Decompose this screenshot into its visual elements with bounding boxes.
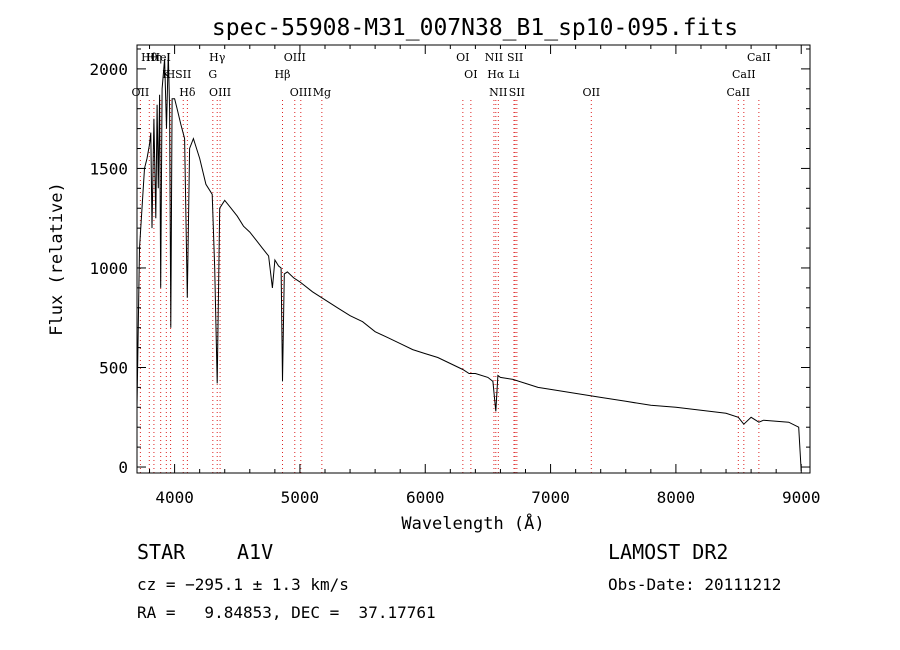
spectrum-series-line (136, 52, 802, 472)
redshift-velocity: cz = −295.1 ± 1.3 km/s (137, 575, 349, 594)
line-marker-label: SII (507, 51, 523, 64)
line-marker-label: NII (485, 51, 503, 64)
line-marker-label: SII (175, 68, 191, 81)
line-marker-label: SII (509, 86, 525, 99)
line-marker-label: Hθ (141, 51, 158, 64)
line-marker-label: Hγ (209, 51, 226, 64)
line-markers: Hθ K Hδ HeI SII OII Hη H OIII Hγ G OIII OIII Hβ Mg OI OI… (132, 51, 771, 473)
y-axis-label: Flux (relative) (47, 182, 67, 336)
line-marker-label: CaII (732, 68, 756, 81)
x-axis-label: Wavelength (Å) (401, 512, 544, 534)
sky-coordinates: RA = 9.84853, DEC = 37.17761 (137, 603, 436, 622)
line-marker-label: H (166, 68, 176, 81)
spectral-subclass: A1V (237, 540, 274, 564)
line-marker-label: Hβ (275, 68, 291, 81)
line-marker-label: HeI (150, 51, 170, 64)
line-marker-label: CaII (726, 86, 750, 99)
line-marker-label: Hη (146, 51, 162, 64)
axis-ticks: 4000 5000 6000 7000 8000 9000 0 500 1000 1500 2000 (89, 45, 820, 507)
x-tick-label: 7000 (531, 488, 570, 507)
line-marker-label: OIII (209, 86, 231, 99)
y-tick-label: 0 (118, 458, 128, 477)
y-tick-label: 1500 (89, 159, 128, 178)
line-marker-label: OIII (290, 86, 312, 99)
x-tick-label: 9000 (782, 488, 821, 507)
y-tick-label: 1000 (89, 259, 128, 278)
line-marker-label: Mg (313, 86, 331, 99)
line-marker-label: Li (509, 68, 520, 81)
plot-frame (136, 44, 811, 474)
line-marker-label: OI (464, 68, 477, 81)
line-marker-label: Hα (487, 68, 505, 81)
observation-date: Obs-Date: 20111212 (608, 575, 782, 594)
y-tick-label: 2000 (89, 60, 128, 79)
line-marker-label: K (162, 68, 171, 81)
line-marker-label: CaII (747, 51, 771, 64)
survey-name: LAMOST DR2 (608, 540, 729, 564)
object-class: STAR (137, 540, 186, 564)
y-tick-label: 500 (99, 358, 128, 377)
line-marker-label: G (208, 68, 217, 81)
x-tick-label: 6000 (406, 488, 445, 507)
line-marker-label: OII (132, 86, 150, 99)
line-marker-label: OII (582, 86, 600, 99)
line-marker-label: Hδ (179, 86, 196, 99)
line-marker-label: OIII (284, 51, 306, 64)
line-marker-label: NII (489, 86, 507, 99)
chart-title: spec-55908-M31_007N38_B1_sp10-095.fits (212, 15, 738, 41)
x-tick-label: 8000 (657, 488, 696, 507)
x-tick-label: 4000 (155, 488, 194, 507)
x-tick-label: 5000 (281, 488, 320, 507)
line-marker-label: OI (456, 51, 469, 64)
